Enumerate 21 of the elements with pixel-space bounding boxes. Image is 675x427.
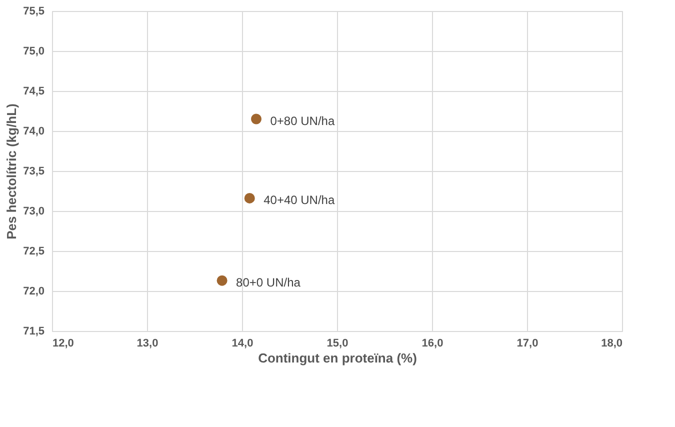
y-tick-label: 75,0 — [23, 46, 44, 58]
y-tick-label: 72,0 — [23, 286, 44, 298]
y-tick-label: 72,5 — [23, 246, 44, 258]
x-axis-title: Contingut en proteïna (%) — [258, 350, 417, 366]
x-tick-label: 16,0 — [422, 338, 444, 350]
y-tick-label: 73,0 — [23, 206, 44, 218]
y-tick-label: 75,5 — [23, 6, 44, 18]
x-tick-label: 17,0 — [516, 338, 538, 350]
y-tick-label: 73,5 — [23, 166, 44, 178]
annotation: 0+80 UN/ha — [270, 114, 335, 128]
annotation: 40+40 UN/ha — [264, 193, 335, 208]
x-tick-label: 14,0 — [232, 338, 254, 350]
annotation: 80+0 UN/ha — [236, 276, 301, 290]
x-tick-label: 15,0 — [326, 338, 348, 350]
y-axis-title: Pes hectolítric (kg/hL) — [4, 104, 20, 240]
y-tick-label: 74,5 — [23, 86, 44, 98]
x-tick-label: 12,0 — [52, 338, 74, 350]
y-tick-label: 71,5 — [23, 326, 44, 338]
x-tick-label: 18,0 — [601, 338, 622, 350]
x-tick-label: 13,0 — [136, 338, 158, 350]
y-tick-label: 74,0 — [23, 126, 44, 138]
